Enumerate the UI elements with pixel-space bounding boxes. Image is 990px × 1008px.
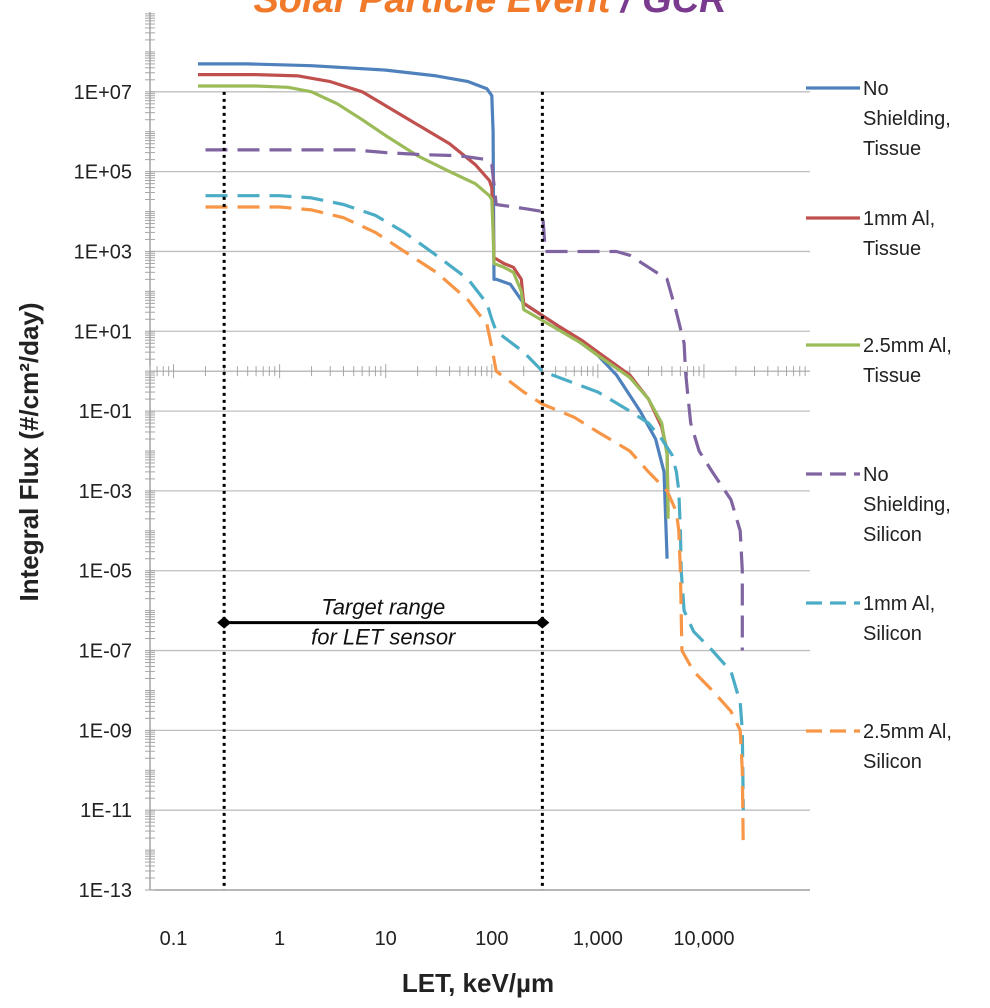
y-tick-label: 1E+03: [74, 241, 132, 263]
grid: [150, 91, 810, 811]
x-tick-label: 10,000: [673, 928, 734, 950]
y-tick-label: 1E-11: [80, 800, 132, 822]
series-line: [198, 84, 670, 519]
target-range-label: Target range: [321, 595, 445, 620]
series-line: [198, 62, 669, 559]
series-line: [205, 205, 745, 851]
target-range-endpoint: [535, 616, 550, 629]
x-tick-label: 0.1: [160, 928, 188, 950]
series-line: [198, 73, 670, 512]
target-range-label: for LET sensor: [311, 625, 457, 650]
title-part-2: GCR: [642, 0, 727, 21]
y-tick-label: 1E-07: [79, 641, 132, 663]
title-part-1: /: [610, 0, 642, 21]
x-tick-labels: 0.1 1 10 100 1,000 10,000: [160, 928, 735, 950]
chart-title: Solar Particle Event / GCR: [253, 0, 727, 21]
y-tick-label: 1E-09: [79, 720, 132, 742]
annotations: Target range for LET sensor: [217, 91, 550, 890]
legend-entry: 1mm Al, Silicon: [863, 593, 935, 645]
x-tick-label: 1,000: [573, 928, 623, 950]
title-part-0: Solar Particle Event: [253, 0, 611, 21]
target-range-endpoint: [217, 616, 232, 629]
x-tick-label: 100: [475, 928, 508, 950]
y-tick-labels: 1E+07 1E+05 1E+03 1E+01 1E-01 1E-03 1E-05 1E-07…: [74, 82, 132, 902]
axes: [145, 12, 810, 891]
y-tick-label: 1E+01: [74, 321, 132, 343]
y-tick-label: 1E-13: [79, 880, 132, 902]
y-tick-label: 1E+07: [74, 82, 132, 104]
y-tick-label: 1E-05: [79, 561, 132, 583]
x-tick-label: 10: [375, 928, 397, 950]
series-line: [205, 148, 744, 651]
x-tick-label: 1: [274, 928, 285, 950]
y-tick-label: 1E-03: [79, 481, 132, 503]
legend-entry: 1mm Al, Tissue: [863, 208, 935, 260]
legend-entry: 2.5mm Al, Silicon: [863, 721, 952, 773]
y-axis-label: Integral Flux (#/cm²/day): [14, 302, 44, 601]
series-lines: [198, 62, 745, 851]
legend-entry: No Shielding, Silicon: [863, 464, 951, 546]
legend-entry: 2.5mm Al, Tissue: [863, 335, 952, 387]
y-tick-label: 1E+05: [74, 162, 132, 184]
x-axis-label: LET, keV/µm: [402, 968, 554, 998]
y-tick-label: 1E-01: [79, 401, 132, 423]
legend: No Shielding, Tissue 1mm Al, Tissue 2.5mm Al,…: [806, 78, 952, 773]
legend-entry: No Shielding, Tissue: [863, 78, 951, 160]
series-line: [205, 194, 745, 811]
